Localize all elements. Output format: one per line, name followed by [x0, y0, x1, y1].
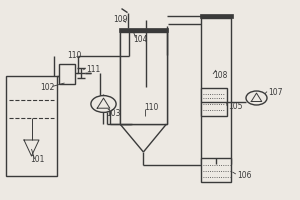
- Bar: [201, 158, 231, 182]
- Bar: [200, 14, 232, 18]
- Text: 106: 106: [237, 170, 251, 180]
- Bar: [58, 64, 75, 84]
- Bar: [201, 18, 231, 164]
- Bar: [6, 76, 57, 176]
- Circle shape: [91, 96, 116, 112]
- Text: 101: 101: [30, 156, 44, 164]
- Bar: [120, 32, 166, 124]
- Bar: [201, 88, 226, 116]
- Bar: [118, 28, 168, 32]
- Text: 107: 107: [268, 88, 282, 97]
- Text: 109: 109: [113, 16, 128, 24]
- Circle shape: [246, 91, 267, 105]
- Text: 102: 102: [40, 83, 55, 92]
- Text: 105: 105: [228, 102, 242, 111]
- Polygon shape: [120, 124, 166, 152]
- Text: 104: 104: [134, 34, 148, 44]
- Text: 110: 110: [68, 51, 82, 60]
- Text: 108: 108: [214, 71, 228, 79]
- Bar: [120, 32, 166, 124]
- Text: 110: 110: [144, 104, 158, 112]
- Text: 111: 111: [86, 64, 100, 73]
- Text: 103: 103: [106, 108, 121, 117]
